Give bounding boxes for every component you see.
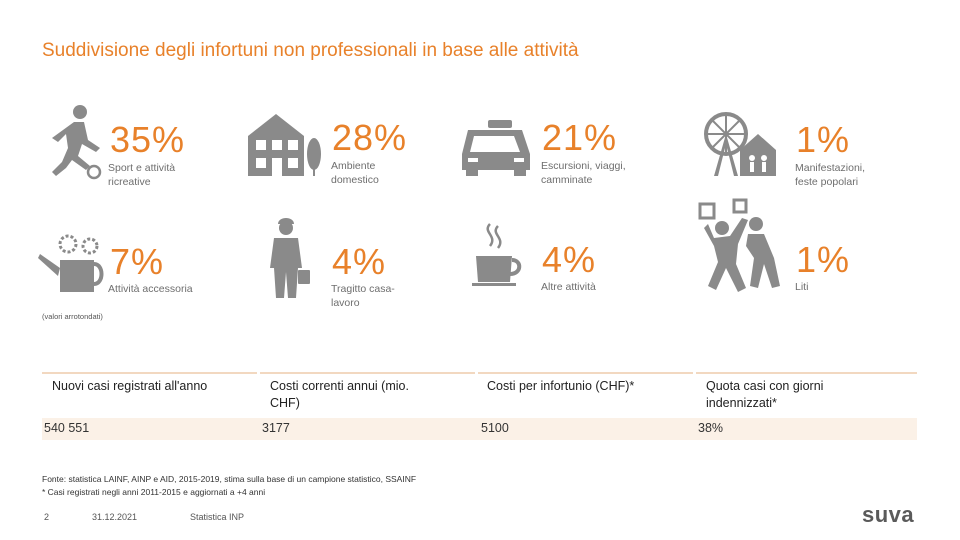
suva-logo: suva <box>862 502 915 527</box>
table-cell-cases: 540 551 <box>44 421 90 435</box>
coffee-cup-icon <box>472 222 522 288</box>
stat-percent-travel: 21% <box>542 117 618 158</box>
commuter-icon <box>268 216 312 300</box>
fight-icon <box>694 198 784 294</box>
stat-label-side-activity: Attività accessoria <box>108 283 193 295</box>
table-header-cases: Nuovi casi registrati all'anno <box>52 379 208 393</box>
footer-name: Statistica INP <box>190 512 245 522</box>
table-header-share: Quota casi con giorni indennizzati* <box>706 379 824 410</box>
stat-label-home: Ambiente domestico <box>331 160 379 186</box>
soccer-player-icon <box>44 104 104 180</box>
stat-percent-fights: 1% <box>796 239 851 280</box>
stat-percent-other: 4% <box>542 239 597 280</box>
table-header-costs: Costi correnti annui (mio. CHF) <box>270 379 409 410</box>
watering-can-icon <box>38 234 104 296</box>
stat-percent-festivals: 1% <box>796 119 851 160</box>
table-divider <box>696 372 917 374</box>
table-divider <box>260 372 475 374</box>
rounding-note: (valori arrotondati) <box>42 312 103 321</box>
stat-label-fights: Liti <box>795 281 809 293</box>
table-divider <box>42 372 257 374</box>
page-title: Suddivisione degli infortuni non profess… <box>42 40 579 61</box>
stat-percent-sport: 35% <box>110 119 186 160</box>
footer-date: 31.12.2021 <box>92 512 138 522</box>
table-cell-costs: 3177 <box>262 421 290 435</box>
stat-label-sport: Sport e attività ricreative <box>108 162 176 188</box>
stat-label-other: Altre attività <box>541 281 596 293</box>
table-cell-share: 38% <box>698 421 724 435</box>
source-line: Fonte: statistica LAINF, AINP e AID, 201… <box>42 474 417 484</box>
stat-label-travel: Escursioni, viaggi, camminate <box>541 160 626 186</box>
stat-percent-home: 28% <box>332 117 408 158</box>
fair-icon <box>700 104 776 178</box>
house-icon <box>244 110 324 178</box>
footnote-line: * Casi registrati negli anni 2011-2015 e… <box>42 486 266 497</box>
stat-percent-commute: 4% <box>332 241 387 282</box>
car-icon <box>458 114 534 178</box>
table-divider <box>478 372 693 374</box>
page-number: 2 <box>44 512 50 522</box>
table-cell-cost-per-case: 5100 <box>481 421 509 435</box>
stat-label-festivals: Manifestazioni, feste popolari <box>795 162 866 188</box>
table-header-cost-per-case: Costi per infortunio (CHF)* <box>487 379 635 393</box>
stat-percent-side-activity: 7% <box>110 241 165 282</box>
source-note: Fonte: statistica LAINF, AINP e AID, 201… <box>42 473 562 499</box>
table-row <box>42 418 917 440</box>
stat-label-commute: Tragitto casa-lavoro <box>331 283 395 309</box>
